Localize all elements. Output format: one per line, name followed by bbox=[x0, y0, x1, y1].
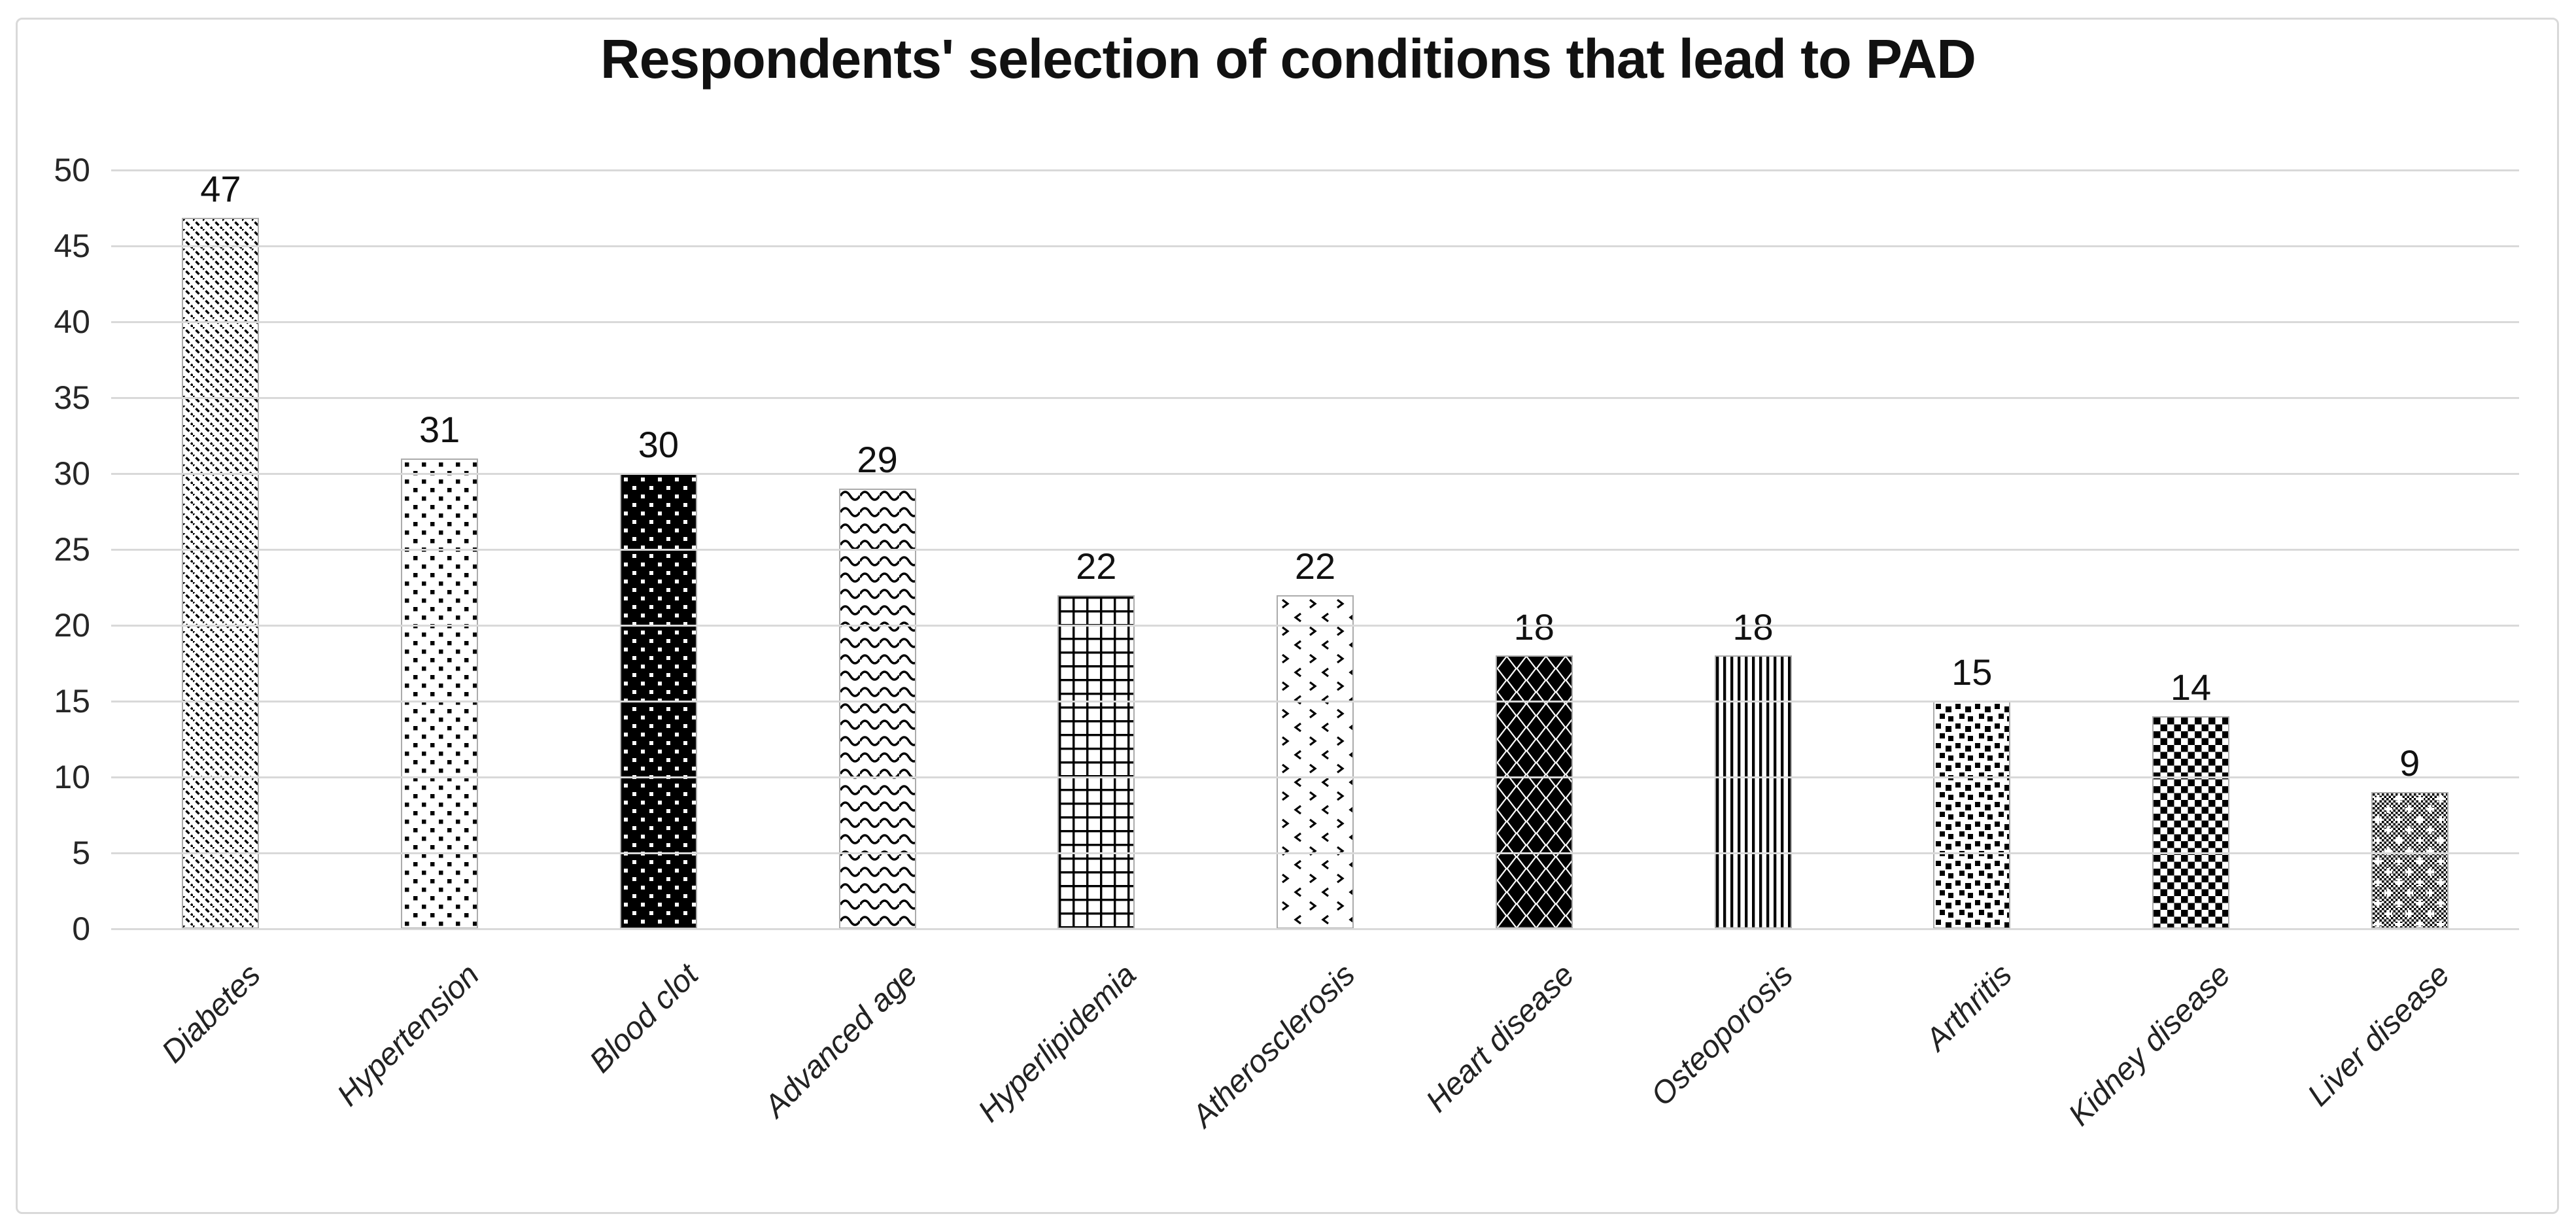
x-label-osteoporosis: Osteoporosis bbox=[1644, 957, 1800, 1113]
value-label-osteoporosis: 18 bbox=[1732, 606, 1774, 648]
bar-hypertension bbox=[401, 458, 479, 929]
y-tick-10: 10 bbox=[54, 759, 90, 795]
x-label-arthritis: Arthritis bbox=[1919, 957, 2019, 1058]
y-tick-5: 5 bbox=[72, 835, 90, 871]
bar-column-diabetes: 47 bbox=[111, 168, 330, 929]
gridline-20 bbox=[111, 624, 2519, 627]
bar-osteoporosis bbox=[1714, 655, 1792, 929]
x-label-kidney-disease: Kidney disease bbox=[2062, 957, 2238, 1133]
gridline-5 bbox=[111, 852, 2519, 854]
x-cell-liver-disease: Liver disease bbox=[2300, 935, 2519, 1217]
x-label-blood-clot: Blood clot bbox=[583, 957, 706, 1080]
y-axis-ticks: 0 5 10 15 20 25 30 35 40 45 50 bbox=[0, 154, 98, 945]
y-tick-15: 15 bbox=[54, 683, 90, 720]
bar-column-hyperlipidemia: 22 bbox=[987, 170, 1206, 929]
bar-column-kidney-disease: 14 bbox=[2082, 170, 2301, 929]
gridline-40 bbox=[111, 321, 2519, 323]
x-cell-osteoporosis: Osteoporosis bbox=[1643, 935, 1863, 1217]
gridline-0 bbox=[111, 928, 2519, 930]
x-cell-blood-clot: Blood clot bbox=[549, 935, 768, 1217]
bar-column-liver-disease: 9 bbox=[2300, 170, 2519, 929]
bar-fill-diagonal-dashes bbox=[183, 218, 258, 928]
bar-diabetes bbox=[182, 217, 260, 929]
bar-arthritis bbox=[1933, 701, 2011, 929]
value-label-diabetes: 47 bbox=[200, 168, 241, 209]
y-tick-50: 50 bbox=[54, 152, 90, 188]
bar-liver-disease bbox=[2371, 792, 2448, 929]
value-label-hypertension: 31 bbox=[419, 409, 460, 451]
x-cell-arthritis: Arthritis bbox=[1863, 935, 2082, 1217]
bar-heart-disease bbox=[1495, 655, 1573, 929]
bar-fill-vertical-lines bbox=[1715, 657, 1791, 928]
x-label-advanced-age: Advanced age bbox=[757, 957, 924, 1124]
gridline-45 bbox=[111, 245, 2519, 247]
bar-fill-waves bbox=[840, 490, 915, 928]
y-tick-45: 45 bbox=[54, 228, 90, 264]
bar-fill-checkerboard bbox=[2153, 718, 2228, 928]
bars-row: 47 31 30 29 22 22 18 18 15 14 9 bbox=[111, 168, 2519, 929]
x-cell-atherosclerosis: Atherosclerosis bbox=[1186, 935, 1425, 1217]
gridline-25 bbox=[111, 548, 2519, 551]
bar-column-arthritis: 15 bbox=[1863, 170, 2082, 929]
bar-advanced-age bbox=[838, 489, 916, 929]
y-tick-30: 30 bbox=[54, 455, 90, 492]
bar-fill-fine-check-with-plus bbox=[2372, 793, 2447, 928]
gridline-50 bbox=[111, 169, 2519, 171]
y-tick-25: 25 bbox=[54, 531, 90, 568]
value-label-heart-disease: 18 bbox=[1513, 606, 1554, 648]
bar-fill-divot-chevrons bbox=[1278, 596, 1353, 928]
x-label-hyperlipidemia: Hyperlipidemia bbox=[971, 957, 1143, 1129]
bar-fill-black-diamonds bbox=[1496, 657, 1571, 928]
gridline-35 bbox=[111, 396, 2519, 399]
value-label-kidney-disease: 14 bbox=[2170, 667, 2212, 708]
y-tick-0: 0 bbox=[72, 910, 90, 947]
x-label-liver-disease: Liver disease bbox=[2301, 957, 2457, 1113]
x-label-heart-disease: Heart disease bbox=[1419, 957, 1581, 1119]
x-label-diabetes: Diabetes bbox=[155, 957, 267, 1070]
bar-atherosclerosis bbox=[1277, 595, 1354, 929]
value-label-blood-clot: 30 bbox=[638, 424, 679, 466]
x-axis-labels: Diabetes Hypertension Blood clot Advanced a… bbox=[111, 935, 2519, 1217]
x-cell-heart-disease: Heart disease bbox=[1419, 935, 1643, 1217]
value-label-liver-disease: 9 bbox=[2399, 742, 2420, 784]
value-label-advanced-age: 29 bbox=[857, 439, 898, 481]
bar-kidney-disease bbox=[2152, 716, 2229, 929]
bar-fill-confetti-squares bbox=[1934, 702, 2010, 928]
value-label-hyperlipidemia: 22 bbox=[1076, 545, 1117, 587]
gridline-15 bbox=[111, 700, 2519, 702]
x-cell-diabetes: Diabetes bbox=[111, 935, 330, 1217]
y-tick-35: 35 bbox=[54, 379, 90, 416]
x-label-hypertension: Hypertension bbox=[330, 957, 487, 1113]
bar-fill-square-dots bbox=[402, 459, 477, 928]
x-cell-hypertension: Hypertension bbox=[330, 935, 549, 1217]
bar-fill-grid bbox=[1059, 596, 1134, 928]
x-label-atherosclerosis: Atherosclerosis bbox=[1185, 957, 1362, 1134]
chart-title: Respondents' selection of conditions tha… bbox=[600, 28, 1976, 90]
y-tick-20: 20 bbox=[54, 607, 90, 644]
bar-column-advanced-age: 29 bbox=[768, 170, 987, 929]
plot-area: 47 31 30 29 22 22 18 18 15 14 9 bbox=[111, 168, 2519, 930]
x-cell-hyperlipidemia: Hyperlipidemia bbox=[972, 935, 1206, 1217]
bar-hyperlipidemia bbox=[1057, 595, 1135, 929]
gridline-30 bbox=[111, 472, 2519, 475]
value-label-arthritis: 15 bbox=[1951, 651, 1993, 693]
value-label-atherosclerosis: 22 bbox=[1294, 545, 1336, 587]
x-cell-kidney-disease: Kidney disease bbox=[2063, 935, 2301, 1217]
bar-column-atherosclerosis: 22 bbox=[1206, 170, 1425, 929]
gridline-10 bbox=[111, 776, 2519, 778]
bar-column-hypertension: 31 bbox=[330, 170, 549, 929]
x-cell-advanced-age: Advanced age bbox=[757, 935, 987, 1217]
y-tick-40: 40 bbox=[54, 303, 90, 340]
